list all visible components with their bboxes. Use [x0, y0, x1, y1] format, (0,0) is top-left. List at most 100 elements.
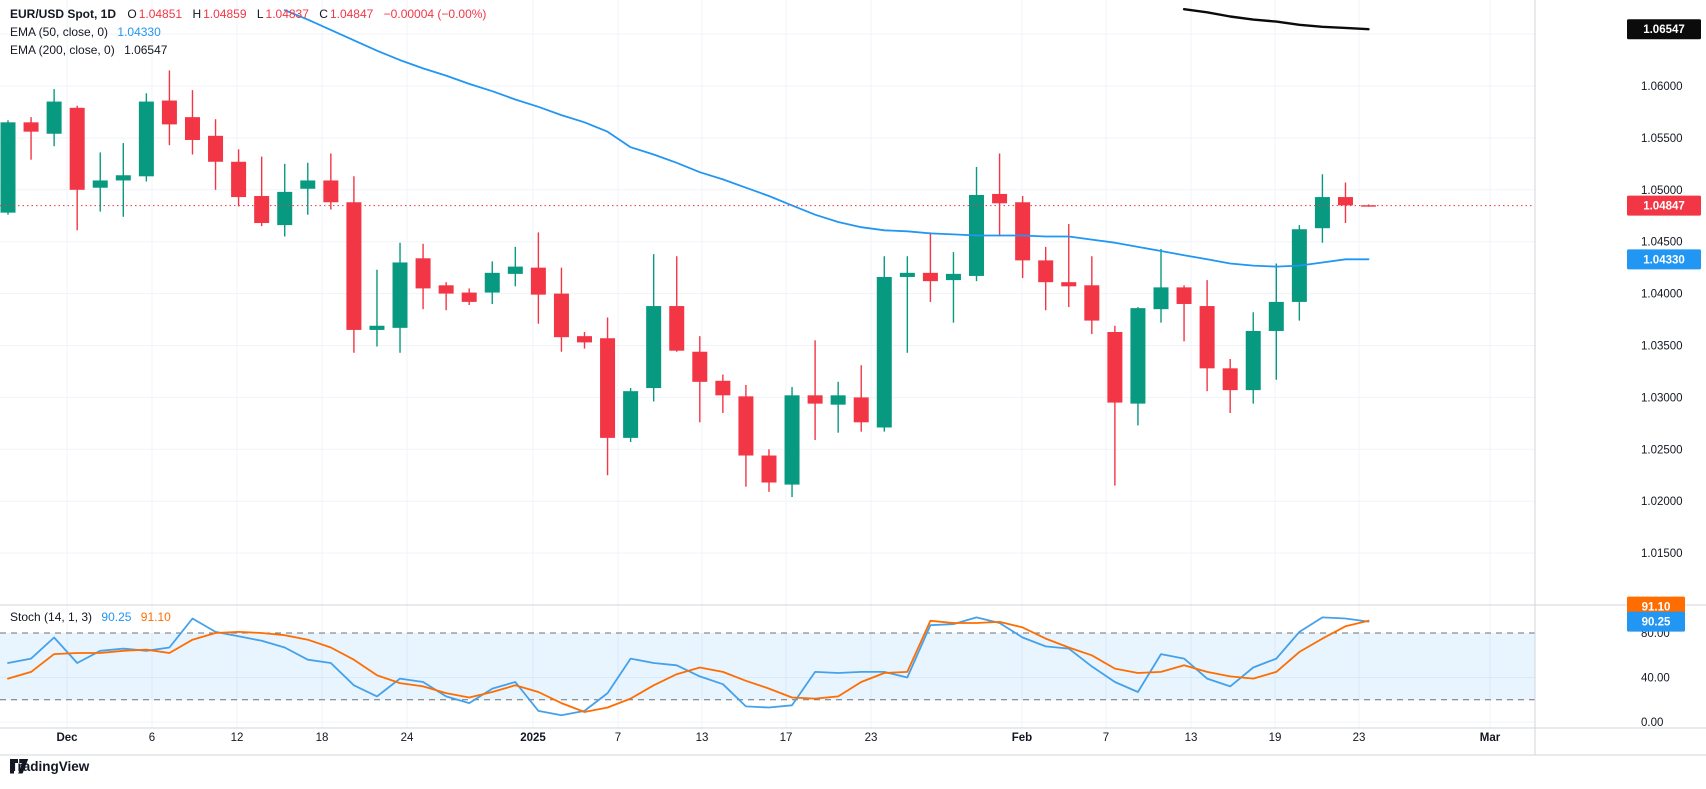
svg-text:Feb: Feb	[1012, 732, 1032, 744]
svg-text:23: 23	[865, 732, 878, 744]
candle	[1268, 301, 1284, 331]
svg-text:1.03500: 1.03500	[1641, 341, 1683, 353]
ema200-row[interactable]: EMA (200, close, 0) 1.06547	[10, 41, 486, 59]
candle	[254, 196, 270, 224]
candle	[784, 395, 800, 485]
low-value: 1.04837	[265, 7, 309, 21]
candle	[1038, 260, 1054, 283]
stoch-d-value: 91.10	[140, 610, 171, 624]
candle	[1245, 330, 1261, 391]
candle	[392, 262, 408, 328]
tradingview-logo[interactable]: TradingView	[10, 759, 89, 774]
candle	[138, 101, 154, 177]
svg-text:Mar: Mar	[1480, 732, 1501, 744]
svg-text:24: 24	[401, 732, 414, 744]
svg-text:1.05500: 1.05500	[1641, 133, 1683, 145]
candle	[761, 455, 777, 483]
svg-text:1.04500: 1.04500	[1641, 237, 1683, 249]
svg-text:90.25: 90.25	[1642, 617, 1671, 629]
open-value: 1.04851	[138, 7, 183, 21]
open-label: O	[127, 7, 137, 21]
candle	[992, 193, 1008, 204]
svg-text:19: 19	[1269, 732, 1282, 744]
candle	[669, 306, 685, 351]
tradingview-logo-icon	[10, 759, 29, 774]
svg-text:40.00: 40.00	[1641, 673, 1670, 685]
svg-text:Dec: Dec	[56, 732, 78, 744]
ema200-label: EMA (200, close, 0)	[10, 43, 115, 57]
candle	[507, 266, 523, 274]
candle	[208, 135, 224, 162]
svg-text:0.00: 0.00	[1641, 717, 1663, 729]
svg-text:1.05000: 1.05000	[1641, 185, 1683, 197]
high-label: H	[192, 7, 202, 21]
candle	[1061, 282, 1077, 287]
stoch-k-value: 90.25	[101, 610, 132, 624]
candle	[853, 397, 869, 423]
candle	[899, 272, 915, 277]
svg-text:1.02500: 1.02500	[1641, 444, 1683, 456]
svg-text:13: 13	[696, 732, 709, 744]
candle	[461, 292, 477, 302]
svg-text:1.06547: 1.06547	[1643, 24, 1685, 36]
candle	[1015, 202, 1031, 261]
candle	[1130, 308, 1146, 404]
candle	[1107, 332, 1123, 403]
panel-separators	[0, 0, 1706, 756]
candle	[1153, 287, 1169, 310]
candle	[46, 101, 62, 134]
candle	[69, 107, 85, 190]
candlestick-series[interactable]	[0, 70, 1377, 498]
candle	[530, 267, 546, 295]
candle	[623, 391, 639, 438]
candle	[1337, 197, 1353, 206]
svg-text:7: 7	[615, 732, 621, 744]
symbol-row[interactable]: EUR/USD Spot, 1D O 1.04851 H 1.04859 L 1.04…	[10, 5, 486, 23]
ema200-line	[1182, 7, 1370, 31]
candle	[323, 180, 339, 203]
svg-text:1.02000: 1.02000	[1641, 496, 1683, 508]
candle	[876, 276, 892, 428]
candle	[184, 117, 200, 140]
candle	[1222, 368, 1238, 391]
candle	[23, 122, 39, 132]
stoch-label: Stoch (14, 1, 3)	[10, 610, 93, 624]
stoch-d-line	[7, 619, 1370, 713]
svg-text:1.01500: 1.01500	[1641, 548, 1683, 560]
candle	[945, 273, 961, 281]
low-label: L	[256, 7, 264, 21]
stoch-legend-row[interactable]: Stoch (14, 1, 3) 90.25 91.10	[10, 610, 171, 624]
candle	[0, 122, 16, 213]
candle	[1176, 287, 1192, 304]
svg-text:12: 12	[231, 732, 244, 744]
ema50-row[interactable]: EMA (50, close, 0) 1.04330	[10, 23, 486, 41]
high-value: 1.04859	[203, 7, 247, 21]
change-value: −0.00004 (−0.00%)	[383, 7, 487, 21]
svg-text:18: 18	[316, 732, 329, 744]
candle	[1314, 197, 1330, 229]
svg-text:1.04847: 1.04847	[1643, 201, 1685, 213]
candle	[346, 202, 362, 330]
svg-text:1.04000: 1.04000	[1641, 289, 1683, 301]
axis-badges: 1.06547 1.04847 1.04330 91.10 90.25	[1627, 19, 1701, 632]
svg-text:23: 23	[1353, 732, 1366, 744]
candle	[646, 306, 662, 389]
ema50-line	[283, 9, 1370, 268]
symbol-title[interactable]: EUR/USD Spot, 1D	[10, 7, 117, 21]
candle	[231, 161, 247, 198]
svg-text:13: 13	[1185, 732, 1198, 744]
candle	[415, 258, 431, 289]
tradingview-logo-text: TradingView	[10, 759, 90, 774]
candle	[1199, 306, 1215, 369]
time-axis[interactable]: Dec 6 12 18 24 2025 7 13 17 23 Feb 7 13 19 23 Mar	[56, 732, 1500, 744]
svg-text:17: 17	[780, 732, 793, 744]
price-axis[interactable]: 1.06000 1.05500 1.05000 1.04500 1.04000 1.035…	[1641, 81, 1683, 729]
svg-text:1.06000: 1.06000	[1641, 81, 1683, 93]
close-value: 1.04847	[329, 7, 374, 21]
candle	[922, 272, 938, 282]
candle	[92, 180, 108, 188]
candle	[600, 338, 616, 438]
candle	[115, 175, 131, 181]
